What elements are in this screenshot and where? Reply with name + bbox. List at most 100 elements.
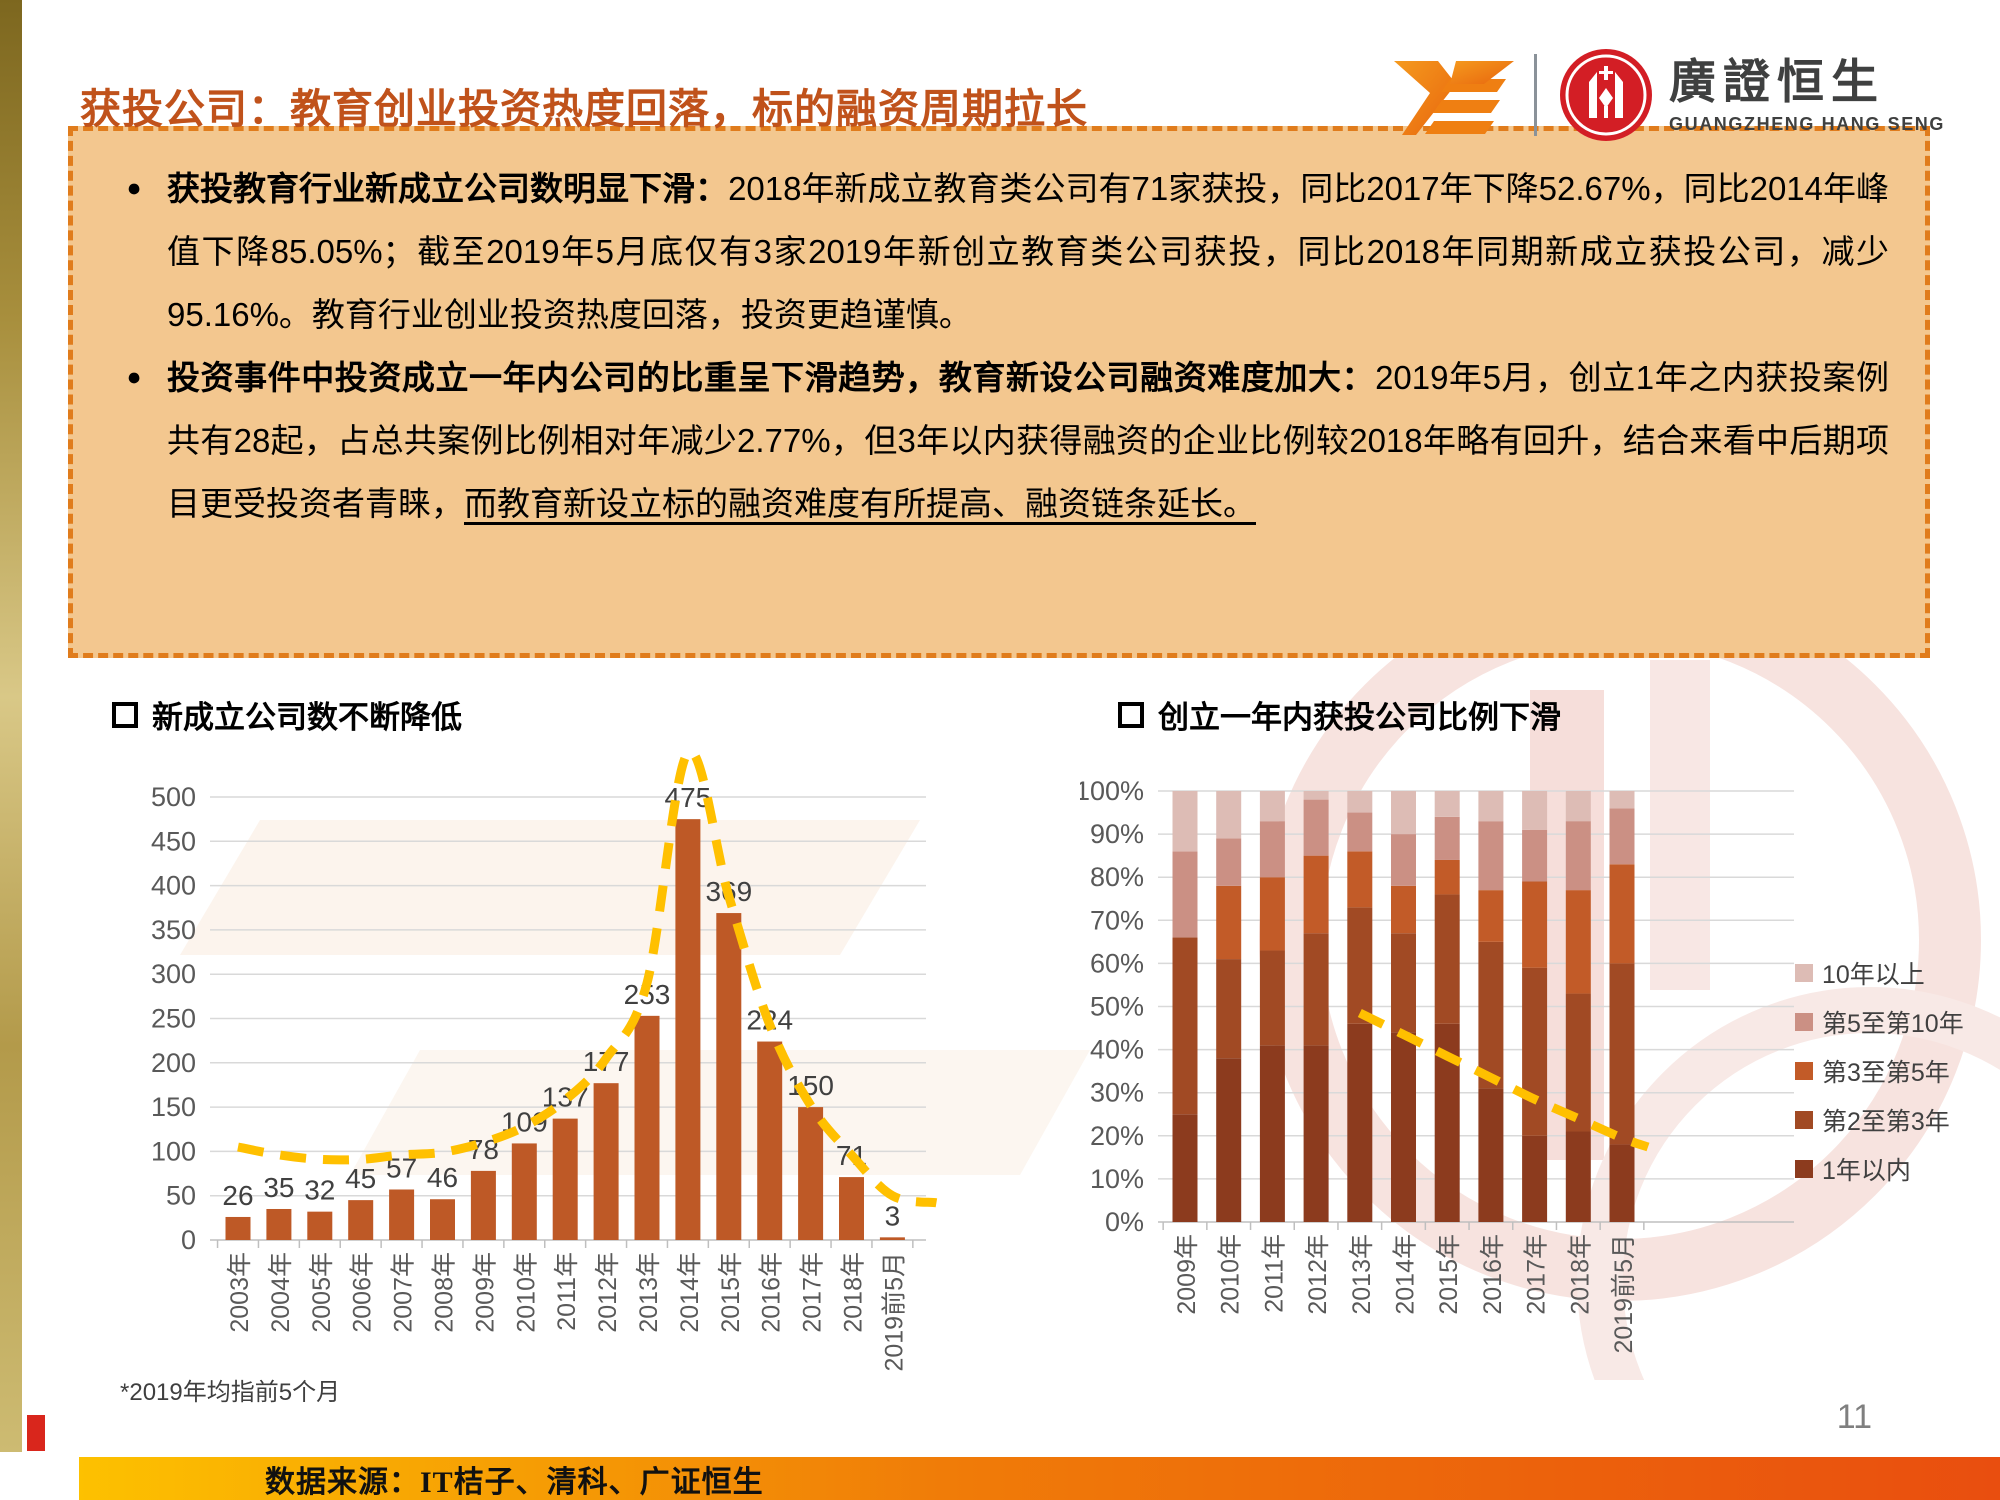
right-chart-title: 创立一年内获投公司比例下滑	[1118, 692, 1561, 737]
title-square-icon	[1118, 701, 1144, 728]
legend-swatch	[1795, 1110, 1813, 1129]
title-square-icon	[112, 701, 138, 728]
svg-text:350: 350	[151, 915, 196, 945]
bullet-item-2: ● 投资事件中投资成立一年内公司的比重呈下滑趋势，教育新设公司融资难度加大：20…	[101, 346, 1889, 535]
bullet-marker: ●	[126, 174, 142, 202]
svg-text:2013年: 2013年	[1348, 1234, 1376, 1315]
legend-item: 第5至第10年	[1795, 997, 1964, 1046]
bullet-marker: ●	[126, 363, 142, 391]
svg-text:70%: 70%	[1090, 905, 1144, 935]
left-bar-chart: 0 50 100 150 200 250 300 350 400 450 500 26 2003年 35 2…	[151, 746, 938, 1372]
svg-text:50: 50	[166, 1181, 196, 1211]
page-title: 获投公司：教育创业投资热度回落，标的融资周期拉长	[80, 86, 1088, 133]
svg-text:2017年: 2017年	[1523, 1234, 1551, 1315]
svg-text:2015年: 2015年	[1435, 1234, 1463, 1315]
svg-text:2016年: 2016年	[1479, 1234, 1507, 1315]
svg-text:2014年: 2014年	[1392, 1234, 1420, 1315]
svg-text:2013年: 2013年	[635, 1252, 663, 1333]
bullet-2-lead: 投资事件中投资成立一年内公司的比重呈下滑趋势，教育新设公司融资难度加大：	[167, 359, 1376, 396]
legend-item: 1年以内	[1795, 1144, 1964, 1193]
svg-text:2010年: 2010年	[512, 1252, 540, 1333]
svg-text:0: 0	[181, 1225, 196, 1255]
svg-text:2018年: 2018年	[1566, 1234, 1594, 1315]
svg-text:2003年: 2003年	[226, 1252, 254, 1333]
legend-label: 第2至第3年	[1822, 1107, 1950, 1136]
legend-label: 第3至第5年	[1822, 1058, 1950, 1087]
svg-text:2014年: 2014年	[676, 1252, 704, 1333]
svg-text:26: 26	[222, 1180, 253, 1211]
legend-label: 10年以上	[1822, 960, 1925, 989]
legend-swatch	[1795, 1061, 1813, 1080]
legend-item: 第2至第3年	[1795, 1095, 1964, 1144]
legend-label: 1年以内	[1822, 1156, 1911, 1185]
svg-text:250: 250	[151, 1004, 196, 1034]
svg-text:90%: 90%	[1090, 819, 1144, 849]
bullet-2-underlined: 而教育新设立标的融资难度有所提高、融资链条延长。	[464, 485, 1256, 522]
legend-swatch	[1795, 1012, 1813, 1031]
svg-text:2017年: 2017年	[799, 1252, 827, 1333]
svg-text:46: 46	[427, 1162, 458, 1193]
svg-text:2015年: 2015年	[717, 1252, 745, 1333]
svg-text:30%: 30%	[1090, 1078, 1144, 1108]
svg-text:50%: 50%	[1090, 992, 1144, 1022]
left-chart-title: 新成立公司数不断降低	[112, 692, 462, 737]
svg-text:0%: 0%	[1105, 1207, 1144, 1237]
bullet-2-text: 投资事件中投资成立一年内公司的比重呈下滑趋势，教育新设公司融资难度加大：2019…	[167, 346, 1889, 535]
footer-bar: 数据来源：IT桔子、清科、广证恒生	[79, 1457, 2000, 1500]
left-accent-strip	[0, 0, 22, 1452]
svg-text:300: 300	[151, 959, 196, 989]
svg-text:2011年: 2011年	[1260, 1234, 1288, 1313]
svg-text:2018年: 2018年	[840, 1252, 868, 1333]
svg-text:2009年: 2009年	[1173, 1234, 1201, 1315]
left-chart-title-text: 新成立公司数不断降低	[152, 700, 462, 735]
bullet-1-body: 2018年新成立教育类公司有71家获投，同比2017年下降52.67%，同比20…	[167, 170, 1890, 333]
svg-text:450: 450	[151, 826, 196, 856]
svg-text:2010年: 2010年	[1217, 1234, 1245, 1315]
svg-text:45: 45	[345, 1163, 376, 1194]
svg-text:2006年: 2006年	[349, 1252, 377, 1333]
svg-text:150: 150	[151, 1092, 196, 1122]
brand-name-en: GUANGZHENG HANG SENG	[1669, 113, 1946, 134]
legend-swatch	[1795, 1159, 1813, 1178]
svg-text:2019前5月: 2019前5月	[880, 1252, 908, 1372]
bullet-1-text: 获投教育行业新成立公司数明显下滑：2018年新成立教育类公司有71家获投，同比2…	[167, 157, 1889, 346]
bullet-1-lead: 获投教育行业新成立公司数明显下滑：	[167, 170, 729, 207]
svg-text:2005年: 2005年	[308, 1252, 336, 1333]
svg-text:150: 150	[787, 1070, 834, 1101]
legend-item: 第3至第5年	[1795, 1046, 1964, 1095]
svg-text:100%: 100%	[1080, 776, 1144, 806]
bullet-2-body: 2019年5月，创立1年之内获投案例共有28起，占总共案例比例相对年减少2.77…	[167, 359, 1890, 522]
logo-group: 廣證恒生 GUANGZHENG HANG SENG	[1388, 48, 1945, 142]
key-points-box: ● 获投教育行业新成立公司数明显下滑：2018年新成立教育类公司有71家获投，同…	[68, 126, 1930, 658]
data-source-text: 数据来源：IT桔子、清科、广证恒生	[265, 1465, 764, 1499]
right-chart-legend: 10年以上第5至第10年 第3至第5年 第2至第3年 1年以内	[1795, 948, 1964, 1193]
svg-text:2011年: 2011年	[553, 1252, 581, 1331]
svg-text:80%: 80%	[1090, 862, 1144, 892]
brand-block: 廣證恒生 GUANGZHENG HANG SENG	[1669, 55, 1946, 135]
svg-text:40%: 40%	[1090, 1035, 1144, 1065]
svg-text:2004年: 2004年	[267, 1252, 295, 1333]
logo-divider	[1534, 54, 1537, 136]
svg-text:2019前5月: 2019前5月	[1610, 1234, 1638, 1354]
ye-logo-icon	[1394, 61, 1514, 135]
svg-text:20%: 20%	[1090, 1121, 1144, 1151]
page-number: 11	[1836, 1398, 1872, 1436]
svg-text:60%: 60%	[1090, 948, 1144, 978]
svg-text:2009年: 2009年	[471, 1252, 499, 1333]
svg-text:500: 500	[151, 782, 196, 812]
svg-text:400: 400	[151, 871, 196, 901]
svg-text:2008年: 2008年	[431, 1252, 459, 1333]
red-accent-square	[27, 1415, 45, 1451]
bullet-item-1: ● 获投教育行业新成立公司数明显下滑：2018年新成立教育类公司有71家获投，同…	[101, 157, 1889, 346]
right-chart-title-text: 创立一年内获投公司比例下滑	[1158, 700, 1561, 735]
legend-label: 第5至第10年	[1822, 1009, 1964, 1038]
svg-text:200: 200	[151, 1048, 196, 1078]
svg-text:10%: 10%	[1090, 1164, 1144, 1194]
svg-text:100: 100	[151, 1136, 196, 1166]
guangzheng-logo-icon	[1560, 49, 1652, 141]
svg-text:2012年: 2012年	[1304, 1234, 1332, 1315]
legend-swatch	[1795, 963, 1813, 982]
svg-text:2016年: 2016年	[758, 1252, 786, 1333]
svg-text:35: 35	[263, 1172, 294, 1203]
